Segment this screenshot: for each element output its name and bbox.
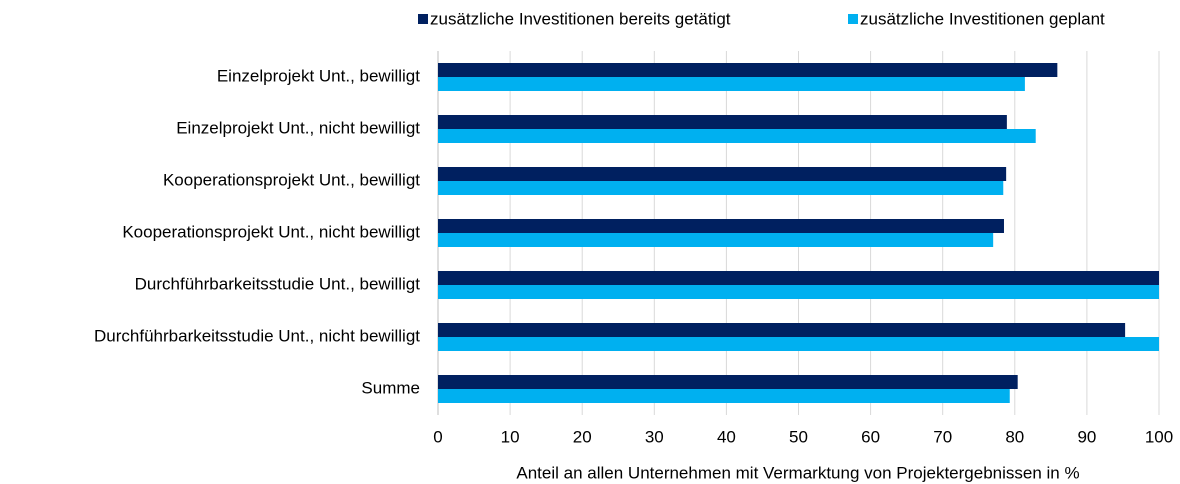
y-tick-label: Durchführbarkeitsstudie Unt., nicht bewi… — [94, 326, 420, 345]
x-tick-label: 80 — [1005, 427, 1024, 446]
bar — [438, 167, 1007, 181]
bar — [438, 77, 1025, 91]
x-tick-label: 0 — [433, 427, 442, 446]
x-tick-label: 90 — [1077, 427, 1096, 446]
x-tick-label: 30 — [645, 427, 664, 446]
y-tick-label: Einzelprojekt Unt., bewilligt — [217, 66, 420, 85]
bar — [438, 271, 1159, 285]
bar — [438, 375, 1018, 389]
legend-swatch — [418, 14, 428, 24]
bar — [438, 115, 1007, 129]
y-tick-label: Durchführbarkeitsstudie Unt., bewilligt — [135, 274, 421, 293]
bar — [438, 219, 1004, 233]
bar — [438, 129, 1036, 143]
x-axis-label: Anteil an allen Unternehmen mit Vermarkt… — [516, 463, 1079, 482]
legend-label: zusätzliche Investitionen geplant — [860, 9, 1105, 28]
bar — [438, 181, 1004, 195]
y-tick-label: Summe — [361, 378, 420, 397]
y-tick-label: Kooperationsprojekt Unt., nicht bewillig… — [122, 222, 420, 241]
bar — [438, 63, 1058, 77]
y-tick-label: Kooperationsprojekt Unt., bewilligt — [163, 170, 420, 189]
bar — [438, 285, 1159, 299]
x-tick-label: 100 — [1145, 427, 1173, 446]
x-tick-label: 20 — [573, 427, 592, 446]
y-tick-label: Einzelprojekt Unt., nicht bewilligt — [176, 118, 420, 137]
x-tick-label: 40 — [717, 427, 736, 446]
bar — [438, 337, 1159, 351]
x-tick-label: 10 — [501, 427, 520, 446]
legend-label: zusätzliche Investitionen bereits getäti… — [430, 9, 731, 28]
x-tick-label: 70 — [933, 427, 952, 446]
bar — [438, 323, 1126, 337]
bar — [438, 233, 994, 247]
legend-swatch — [848, 14, 858, 24]
x-tick-label: 60 — [861, 427, 880, 446]
bar — [438, 389, 1010, 403]
x-tick-label: 50 — [789, 427, 808, 446]
